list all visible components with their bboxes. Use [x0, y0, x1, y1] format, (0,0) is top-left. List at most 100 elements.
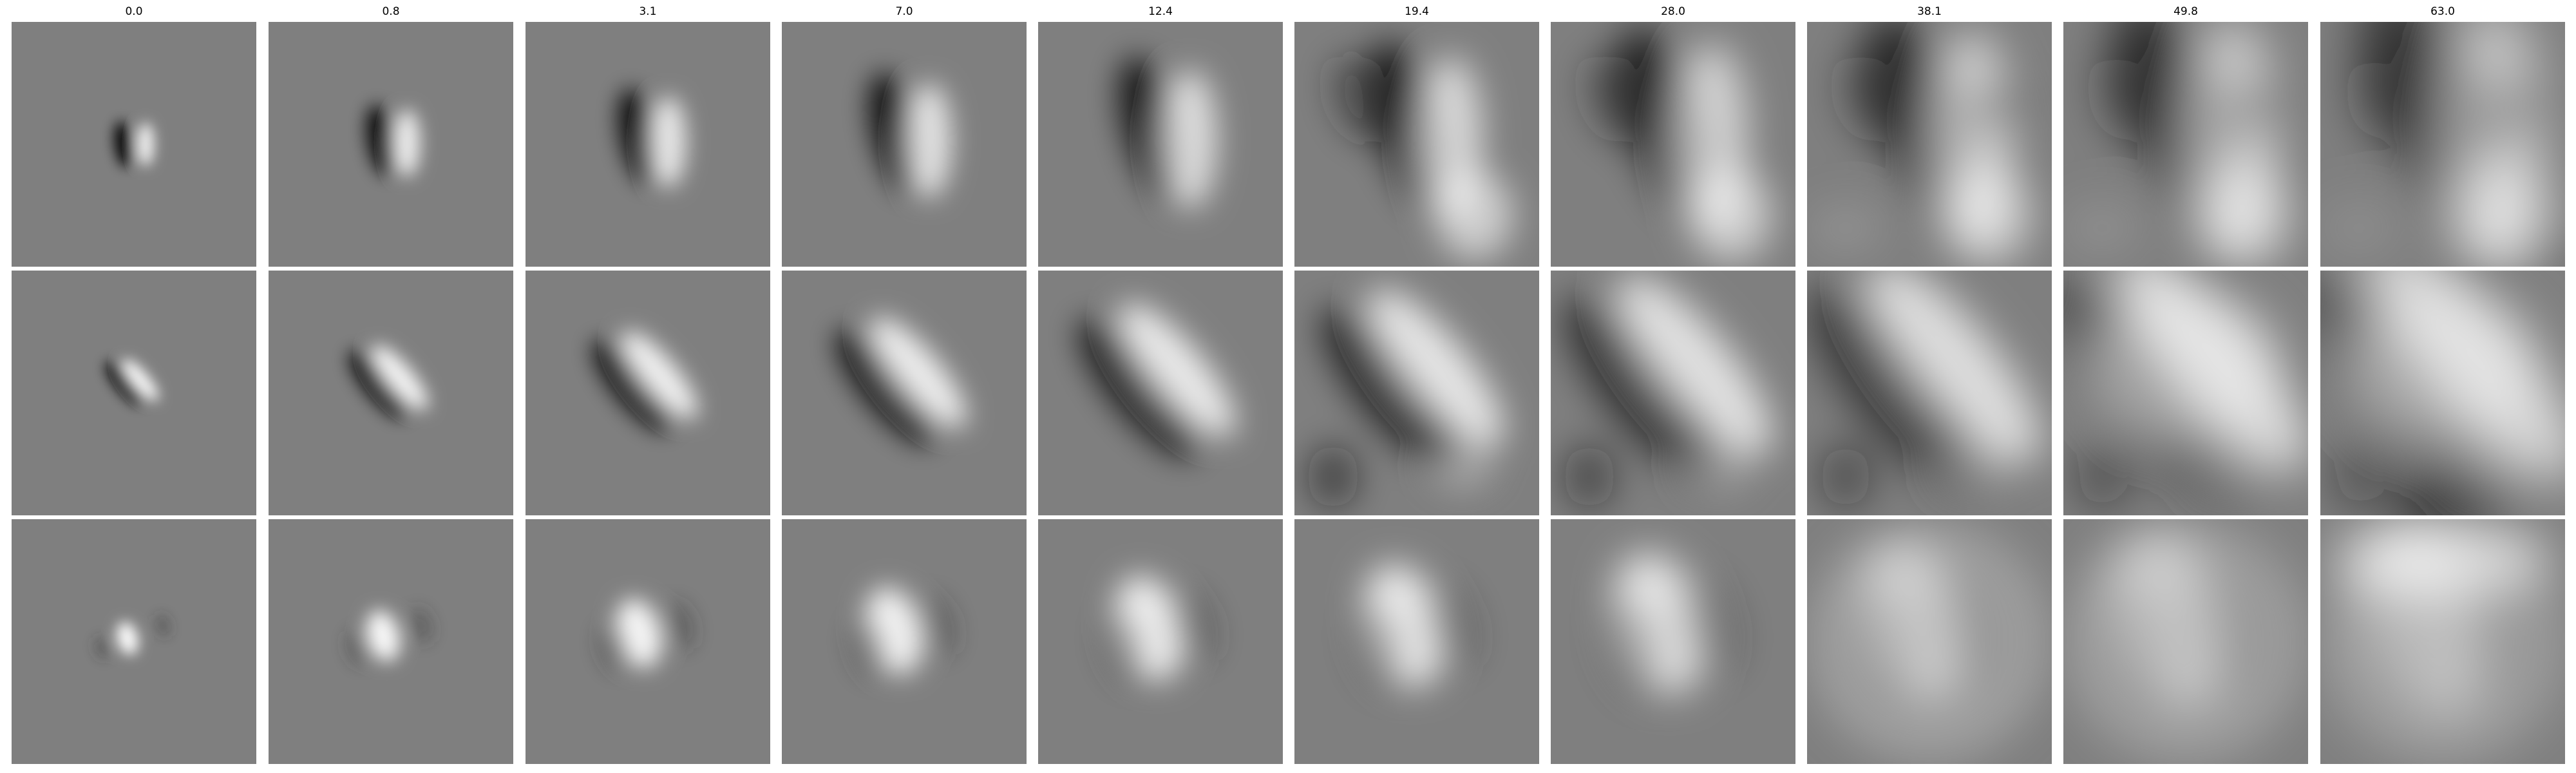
column-title-9: 63.0: [2430, 5, 2455, 18]
blob-r0-c7-5: [1807, 202, 1884, 254]
filter-image-r1-c3: [782, 271, 1027, 515]
filter-panel-r1-c3: [782, 271, 1027, 515]
blob-r0-c7-3: [1842, 55, 1900, 143]
blob-r0-c9-4: [2481, 80, 2546, 131]
blob-r1-c7-1: [1866, 271, 2042, 463]
filter-image-r1-c5: [1294, 271, 1539, 515]
blob-r2-c0-1: [95, 636, 109, 660]
blob-r2-c3-1: [850, 618, 886, 678]
filter-panel-r0-c8: [2063, 22, 2308, 267]
column-title-4: 12.4: [1148, 5, 1173, 18]
blob-r0-c7-4: [1968, 80, 2032, 131]
blob-r1-c7-3: [1942, 438, 2007, 490]
blob-r1-c4-0: [1077, 318, 1198, 459]
blob-r0-c2-1: [650, 96, 687, 187]
filter-panel-r2-c1: [269, 519, 513, 764]
filter-panel-r0-c4: [1038, 22, 1283, 267]
blob-r0-c6-3: [1586, 55, 1644, 143]
blob-r1-c3-1: [870, 317, 967, 428]
blob-r1-c3-0: [835, 329, 935, 445]
filter-image-r1-c6: [1551, 271, 1795, 515]
filter-panel-r2-c3: [782, 519, 1027, 764]
blob-r1-c5-3: [1430, 438, 1494, 490]
blob-r2-c0-0: [117, 622, 138, 655]
filter-panel-r0-c5: [1294, 22, 1539, 267]
blob-r1-c6-3: [1686, 438, 1750, 490]
blob-r1-c5-1: [1368, 289, 1504, 446]
column-title-6: 28.0: [1661, 5, 1685, 18]
filter-panel-r0-c0: [12, 22, 256, 267]
filter-panel-r1-c8: [2063, 271, 2308, 515]
blob-r2-c6-1: [1604, 599, 1663, 697]
blob-r2-c0-2: [156, 614, 170, 637]
blob-r0-c6-2: [1690, 167, 1772, 263]
blob-r2-c9-4: [2333, 519, 2552, 596]
filter-panel-r2-c2: [526, 519, 770, 764]
filter-panel-r1-c5: [1294, 271, 1539, 515]
filter-panel-r1-c6: [1551, 271, 1795, 515]
filter-image-r0-c2: [526, 22, 770, 267]
filter-panel-r1-c7: [1807, 271, 2052, 515]
filter-image-r1-c8: [2063, 271, 2308, 515]
blob-r1-c7-0: [1807, 287, 1989, 498]
blob-r0-c3-1: [907, 82, 952, 198]
filter-image-r1-c1: [269, 271, 513, 515]
filter-image-r1-c9: [2320, 271, 2565, 515]
filter-image-r2-c6: [1551, 519, 1795, 764]
filter-image-r0-c5: [1294, 22, 1539, 267]
blob-r1-c0-1: [122, 359, 159, 401]
blob-r0-c4-1: [1163, 70, 1217, 209]
blob-r1-c8-3: [2199, 438, 2263, 490]
filter-panel-r2-c9: [2320, 519, 2565, 764]
blob-r1-c9-2: [2333, 444, 2385, 509]
blob-r0-c8-3: [2099, 55, 2157, 143]
blob-r0-c1-1: [393, 109, 421, 177]
blob-r2-c2-2: [665, 602, 694, 649]
filter-image-r1-c2: [526, 271, 770, 515]
blob-r1-c6-1: [1617, 274, 1773, 455]
blob-r0-c1-0: [366, 104, 397, 177]
filter-panel-r1-c1: [269, 271, 513, 515]
blob-r1-c0-0: [105, 361, 144, 405]
blob-r1-c8-2: [2076, 444, 2128, 509]
blob-r2-c8-3: [2063, 519, 2308, 764]
blob-r1-c7-2: [1820, 444, 1871, 509]
blob-r2-c6-2: [1680, 577, 1739, 674]
column-title-0: 0.0: [125, 5, 143, 18]
blob-r0-c9-3: [2356, 55, 2414, 143]
blob-r2-c7-3: [1807, 519, 2052, 764]
blob-r0-c8-2: [2197, 162, 2290, 267]
filter-image-r0-c7: [1807, 22, 2052, 267]
filter-panel-r0-c7: [1807, 22, 2052, 267]
filter-panel-r2-c0: [12, 519, 256, 764]
filter-image-r2-c1: [269, 519, 513, 764]
blob-r1-c2-0: [592, 340, 672, 432]
column-title-2: 3.1: [639, 5, 657, 18]
filter-image-r2-c8: [2063, 519, 2308, 764]
blob-r1-c5-2: [1307, 444, 1359, 509]
blob-r1-c8-4: [2089, 290, 2282, 444]
filter-image-r1-c4: [1038, 271, 1283, 515]
blob-r0-c9-5: [2320, 202, 2398, 254]
blob-r1-c9-4: [2346, 290, 2539, 444]
filter-image-r0-c9: [2320, 22, 2565, 267]
blob-r2-c1-2: [410, 607, 432, 644]
filter-panel-r0-c1: [269, 22, 513, 267]
blob-r0-c7-2: [1944, 165, 2031, 265]
filter-image-r0-c0: [12, 22, 256, 267]
filter-image-r2-c5: [1294, 519, 1539, 764]
filter-image-r1-c0: [12, 271, 256, 515]
blob-r1-c2-1: [621, 331, 697, 419]
blob-r1-c9-5: [2391, 490, 2494, 515]
blob-r1-c5-0: [1320, 308, 1463, 472]
blob-r1-c9-3: [2456, 438, 2520, 490]
blob-r1-c6-0: [1562, 297, 1726, 485]
blob-r2-c2-1: [598, 624, 628, 672]
blob-r0-c9-2: [2452, 160, 2550, 267]
filter-panel-r1-c9: [2320, 271, 2565, 515]
blob-r2-c4-1: [1101, 611, 1145, 685]
blob-r2-c5-1: [1352, 606, 1404, 691]
filter-panel-r1-c4: [1038, 271, 1283, 515]
blob-r2-c4-2: [1173, 589, 1217, 662]
